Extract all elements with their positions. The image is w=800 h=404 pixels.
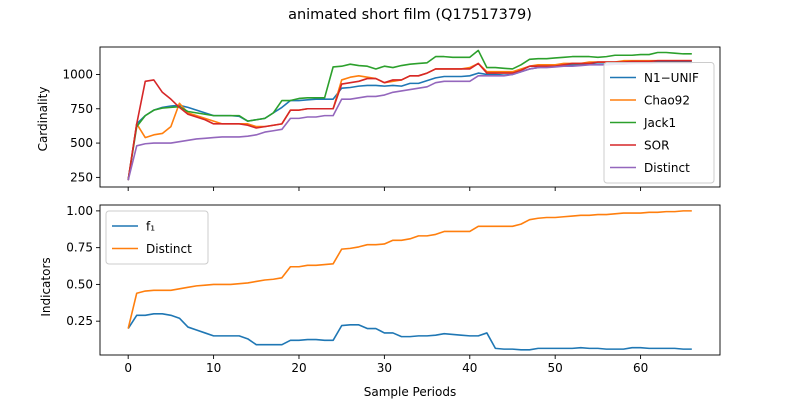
cardinality-y-axis-label: Cardinality: [36, 87, 50, 152]
indicators-y-tick-label: 1.00: [66, 204, 93, 218]
cardinality-legend-label: Distinct: [644, 161, 690, 175]
indicators-legend-label: Distinct: [146, 242, 192, 256]
cardinality-series-line-distinct: [127, 61, 692, 181]
indicators-y-tick-label: 0.75: [66, 241, 93, 255]
indicators-panel: 0 10 20 30 40 50 60 0.25 0.50 0.75 1.00 Indicators…: [39, 204, 721, 399]
indicators-x-axis-label: Sample Periods: [364, 385, 456, 399]
cardinality-plot-area: 250 500 750 1000: [62, 46, 721, 191]
indicators-x-tick-label: 40: [462, 361, 477, 375]
cardinality-legend-label: Jack1: [643, 116, 676, 130]
cardinality-legend-label: N1−UNIF: [644, 71, 699, 85]
cardinality-y-tick-label: 500: [70, 136, 93, 150]
indicators-x-tick-label: 10: [206, 361, 221, 375]
cardinality-series-line-jack1: [127, 49, 692, 181]
indicators-x-tick-label: 50: [548, 361, 563, 375]
cardinality-y-tick-label: 750: [70, 102, 93, 116]
indicators-x-tick-label: 30: [377, 361, 392, 375]
cardinality-axes-frame: [99, 46, 721, 188]
indicators-axes-frame: [99, 204, 721, 356]
indicators-series-line-distinct: [127, 210, 692, 329]
cardinality-y-tick-label: 1000: [62, 67, 93, 81]
indicators-y-axis-label: Indicators: [39, 257, 53, 316]
indicators-plot-area: 0 10 20 30 40 50 60 0.25 0.50 0.75 1.00: [66, 204, 721, 375]
indicators-x-tick-label: 0: [124, 361, 132, 375]
cardinality-panel: 250 500 750 1000 Cardinality N1−UNIF Chao92 J…: [36, 46, 721, 191]
cardinality-legend-label: Chao92: [644, 94, 690, 108]
cardinality-legend: N1−UNIF Chao92 Jack1 SOR Distinct: [603, 62, 715, 184]
cardinality-y-tick-label: 250: [70, 170, 93, 184]
figure-title: animated short film (Q17517379): [288, 7, 532, 23]
indicators-y-tick-label: 0.25: [66, 314, 93, 328]
indicators-legend: f₁ Distinct: [105, 210, 209, 265]
indicators-series-line-f: [127, 313, 692, 351]
cardinality-legend-label: SOR: [644, 139, 669, 153]
indicators-legend-box: [105, 210, 209, 265]
indicators-y-tick-label: 0.50: [66, 277, 93, 291]
cardinality-legend-box: [603, 62, 715, 184]
indicators-x-tick-label: 20: [291, 361, 306, 375]
cardinality-series-line-sor: [127, 59, 692, 181]
indicators-x-tick-label: 60: [633, 361, 648, 375]
indicators-legend-label: f₁: [146, 220, 155, 234]
